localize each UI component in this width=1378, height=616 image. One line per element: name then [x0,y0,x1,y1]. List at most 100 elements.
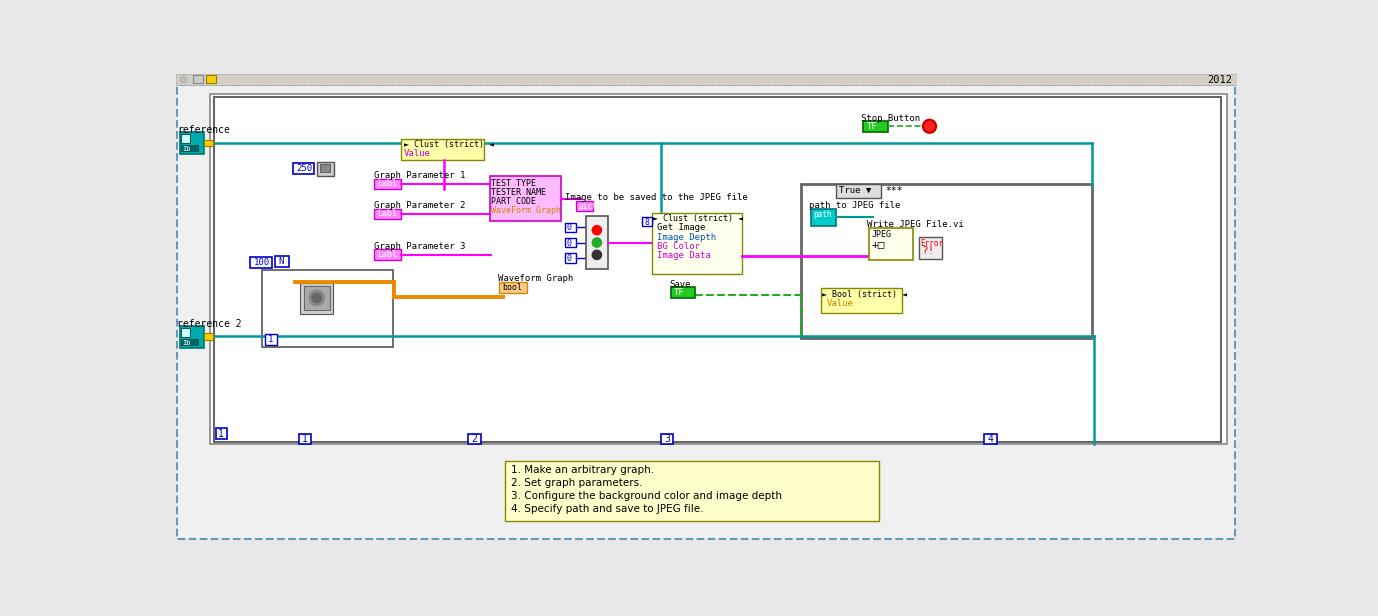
Text: 100: 100 [254,258,270,267]
Text: WaveForm Graph: WaveForm Graph [492,206,561,216]
Bar [576,201,593,211]
Circle shape [309,290,324,306]
Bar [181,339,198,345]
Text: Image to be saved to the JPEG file: Image to be saved to the JPEG file [565,193,747,202]
Bar [211,94,1226,444]
Text: 4: 4 [988,434,994,444]
Bar [179,326,204,348]
Bar [179,132,204,154]
Bar [300,283,332,314]
Text: ► Bool (strict) ◄: ► Bool (strict) ◄ [823,290,908,299]
Text: Graph Parameter 2: Graph Parameter 2 [373,201,464,210]
Circle shape [179,75,187,83]
Text: TF: TF [674,288,685,297]
Bar [181,328,190,337]
Text: JPEG: JPEG [872,230,892,239]
Bar [836,184,881,198]
Text: ► Clust (strict) ◄: ► Clust (strict) ◄ [404,140,493,149]
Text: Graph Parameter 3: Graph Parameter 3 [373,241,464,251]
Text: 2. Set graph parameters.: 2. Set graph parameters. [511,478,644,488]
Circle shape [593,250,602,259]
Text: +□: +□ [872,240,885,249]
Text: Labl: Labl [378,209,397,219]
Text: 0: 0 [566,238,572,248]
Bar [375,209,401,219]
Text: True ▼: True ▼ [839,185,872,195]
Text: pict: pict [579,202,597,211]
Text: 4. Specify path and save to JPEG file.: 4. Specify path and save to JPEG file. [511,505,704,514]
Bar [489,176,561,221]
Bar [292,163,314,174]
Text: 8: 8 [645,218,649,227]
Text: TEST TYPE: TEST TYPE [492,179,536,188]
Text: 2: 2 [471,434,477,444]
Bar [810,209,835,225]
Text: Value: Value [827,299,854,308]
Circle shape [923,120,937,133]
Bar [401,139,485,160]
Bar [299,434,311,444]
Text: Ib: Ib [183,145,192,152]
Text: bool: bool [502,283,522,291]
Text: Save: Save [670,280,690,290]
Bar [671,287,696,298]
Bar [642,217,652,226]
Text: path: path [813,210,832,219]
Text: Ib: Ib [183,339,192,346]
Text: 1: 1 [302,434,309,444]
Text: 1: 1 [267,335,273,344]
Text: Error: Error [921,238,944,248]
Text: Labl: Labl [378,250,397,259]
Bar [565,222,576,232]
Text: Get Image: Get Image [657,223,706,232]
Text: N: N [278,257,284,266]
Text: reference: reference [178,124,230,135]
Bar [565,238,576,247]
Text: Labl: Labl [378,179,397,188]
Text: TF: TF [867,121,878,131]
Circle shape [593,225,602,235]
Text: Image Depth: Image Depth [657,232,717,241]
Circle shape [925,121,934,131]
Bar [586,216,608,269]
Text: 0: 0 [566,254,572,263]
Circle shape [593,238,602,247]
Bar [375,179,401,189]
Bar [204,140,214,146]
Bar [652,213,743,274]
Bar [251,257,271,268]
Bar [262,270,393,347]
Bar [506,461,879,521]
Text: 0: 0 [566,223,572,232]
Text: BG Color: BG Color [657,241,700,251]
Text: TESTER NAME: TESTER NAME [492,188,547,197]
Text: Graph Parameter 1: Graph Parameter 1 [373,171,464,180]
Bar [499,282,526,293]
Bar [265,334,277,345]
Text: 2012: 2012 [1207,75,1232,84]
Text: 1. Make an arbitrary graph.: 1. Make an arbitrary graph. [511,465,655,475]
Bar [984,434,996,444]
Text: 3. Configure the background color and image depth: 3. Configure the background color and im… [511,492,783,501]
Bar [919,237,941,259]
Text: 3: 3 [664,434,670,444]
Text: ► Clust (strict) ◄: ► Clust (strict) ◄ [653,214,743,223]
Bar [317,161,335,176]
Bar [565,253,576,262]
Text: Stop Button: Stop Button [861,114,921,123]
Bar [320,164,331,172]
Bar [801,184,1091,338]
Text: reference 2: reference 2 [178,318,243,329]
Bar [176,74,1237,84]
Bar [469,434,481,444]
Bar [821,288,901,312]
Circle shape [311,293,321,302]
Bar [303,286,329,310]
Text: 250: 250 [296,164,311,173]
Text: Waveform Graph: Waveform Graph [497,274,573,283]
Text: ?!: ?! [922,246,936,256]
Text: path to JPEG file: path to JPEG file [809,201,901,210]
Bar [863,121,887,132]
Text: PART CODE: PART CODE [492,197,536,206]
Bar [181,134,190,143]
